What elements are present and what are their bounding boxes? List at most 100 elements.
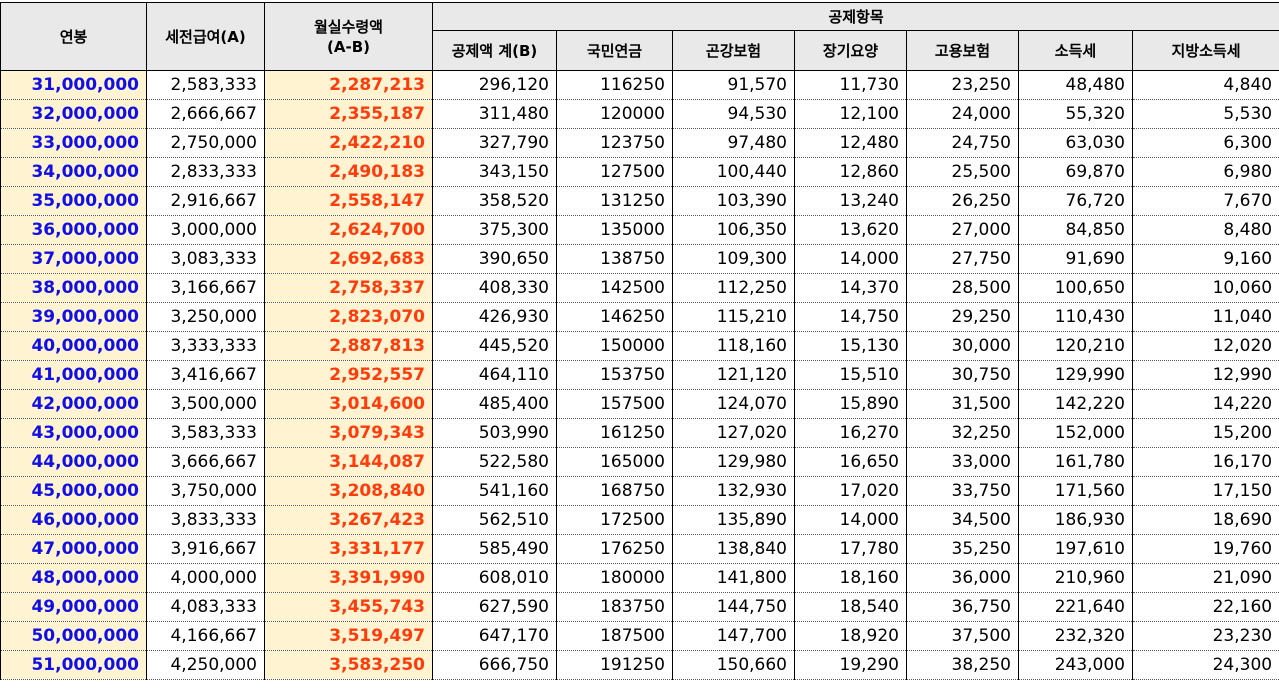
table-row: 39,000,000 3,250,000 2,823,070 426,930 14625… [0,302,1279,332]
cell-gross: 2,750,000 [146,128,265,158]
cell-employment: 27,000 [906,215,1019,245]
cell-local-tax: 5,530 [1131,99,1279,129]
cell-employment: 35,250 [906,534,1019,564]
cell-net: 3,267,423 [264,505,433,535]
cell-income-tax: 100,650 [1018,273,1133,303]
cell-employment: 24,000 [906,99,1019,129]
cell-local-tax: 10,060 [1131,273,1279,303]
header-net-line2: (A-B) [327,37,370,56]
cell-gross: 2,583,333 [146,70,265,100]
cell-income-tax: 129,990 [1018,360,1133,390]
cell-salary: 41,000,000 [0,360,147,390]
cell-longterm: 12,480 [794,128,907,158]
cell-deduct-total: 426,930 [432,302,557,332]
cell-deduct-total: 311,480 [432,99,557,129]
cell-income-tax: 243,000 [1018,650,1133,680]
cell-deduct-total: 608,010 [432,563,557,593]
table-row: 34,000,000 2,833,333 2,490,183 343,150 12750… [0,157,1279,187]
cell-local-tax: 23,230 [1131,621,1279,651]
cell-deduct-total: 408,330 [432,273,557,303]
table-row: 35,000,000 2,916,667 2,558,147 358,520 13125… [0,186,1279,216]
cell-net: 3,331,177 [264,534,433,564]
cell-local-tax: 6,980 [1131,157,1279,187]
cell-gross: 4,000,000 [146,563,265,593]
cell-income-tax: 221,640 [1018,592,1133,622]
cell-local-tax: 6,300 [1131,128,1279,158]
cell-longterm: 17,780 [794,534,907,564]
cell-gross: 4,250,000 [146,650,265,680]
cell-local-tax: 7,670 [1131,186,1279,216]
cell-local-tax: 18,690 [1131,505,1279,535]
cell-salary: 47,000,000 [0,534,147,564]
cell-salary: 51,000,000 [0,650,147,680]
cell-gross: 3,000,000 [146,215,265,245]
cell-pension: 120000 [556,99,673,129]
table-row: 41,000,000 3,416,667 2,952,557 464,110 15375… [0,360,1279,390]
cell-health: 138,840 [672,534,795,564]
cell-net: 3,144,087 [264,447,433,477]
cell-income-tax: 76,720 [1018,186,1133,216]
cell-gross: 2,833,333 [146,157,265,187]
cell-pension: 123750 [556,128,673,158]
cell-net: 2,287,213 [264,70,433,100]
cell-income-tax: 84,850 [1018,215,1133,245]
cell-salary: 33,000,000 [0,128,147,158]
cell-employment: 30,000 [906,331,1019,361]
table-row: 37,000,000 3,083,333 2,692,683 390,650 13875… [0,244,1279,274]
cell-salary: 43,000,000 [0,418,147,448]
cell-salary: 40,000,000 [0,331,147,361]
cell-gross: 3,833,333 [146,505,265,535]
cell-net: 2,490,183 [264,157,433,187]
cell-pension: 127500 [556,157,673,187]
table-row: 43,000,000 3,583,333 3,079,343 503,990 16125… [0,418,1279,448]
cell-local-tax: 24,300 [1131,650,1279,680]
table-row: 48,000,000 4,000,000 3,391,990 608,010 18000… [0,563,1279,593]
cell-local-tax: 15,200 [1131,418,1279,448]
cell-pension: 157500 [556,389,673,419]
cell-gross: 3,166,667 [146,273,265,303]
cell-employment: 27,750 [906,244,1019,274]
header-net-line1: 월실수령액 [313,17,383,36]
cell-net: 2,692,683 [264,244,433,274]
cell-health: 118,160 [672,331,795,361]
cell-employment: 31,500 [906,389,1019,419]
cell-deduct-total: 503,990 [432,418,557,448]
cell-salary: 48,000,000 [0,563,147,593]
table-row: 38,000,000 3,166,667 2,758,337 408,330 14250… [0,273,1279,303]
cell-income-tax: 142,220 [1018,389,1133,419]
cell-salary: 44,000,000 [0,447,147,477]
cell-income-tax: 69,870 [1018,157,1133,187]
cell-employment: 38,250 [906,650,1019,680]
cell-deduct-total: 390,650 [432,244,557,274]
table-row: 44,000,000 3,666,667 3,144,087 522,580 16500… [0,447,1279,477]
cell-longterm: 13,620 [794,215,907,245]
cell-gross: 3,666,667 [146,447,265,477]
cell-local-tax: 12,020 [1131,331,1279,361]
cell-deduct-total: 358,520 [432,186,557,216]
cell-gross: 3,750,000 [146,476,265,506]
cell-employment: 33,750 [906,476,1019,506]
cell-deduct-total: 375,300 [432,215,557,245]
cell-pension: 165000 [556,447,673,477]
cell-salary: 38,000,000 [0,273,147,303]
cell-health: 97,480 [672,128,795,158]
cell-longterm: 12,860 [794,157,907,187]
cell-longterm: 12,100 [794,99,907,129]
cell-employment: 37,500 [906,621,1019,651]
cell-health: 127,020 [672,418,795,448]
cell-deduct-total: 647,170 [432,621,557,651]
cell-health: 91,570 [672,70,795,100]
cell-pension: 191250 [556,650,673,680]
cell-income-tax: 186,930 [1018,505,1133,535]
cell-net: 2,887,813 [264,331,433,361]
cell-local-tax: 8,480 [1131,215,1279,245]
cell-local-tax: 14,220 [1131,389,1279,419]
cell-income-tax: 63,030 [1018,128,1133,158]
cell-longterm: 15,510 [794,360,907,390]
cell-pension: 187500 [556,621,673,651]
cell-longterm: 18,160 [794,563,907,593]
cell-local-tax: 22,160 [1131,592,1279,622]
table-row: 32,000,000 2,666,667 2,355,187 311,480 12000… [0,99,1279,129]
cell-health: 141,800 [672,563,795,593]
